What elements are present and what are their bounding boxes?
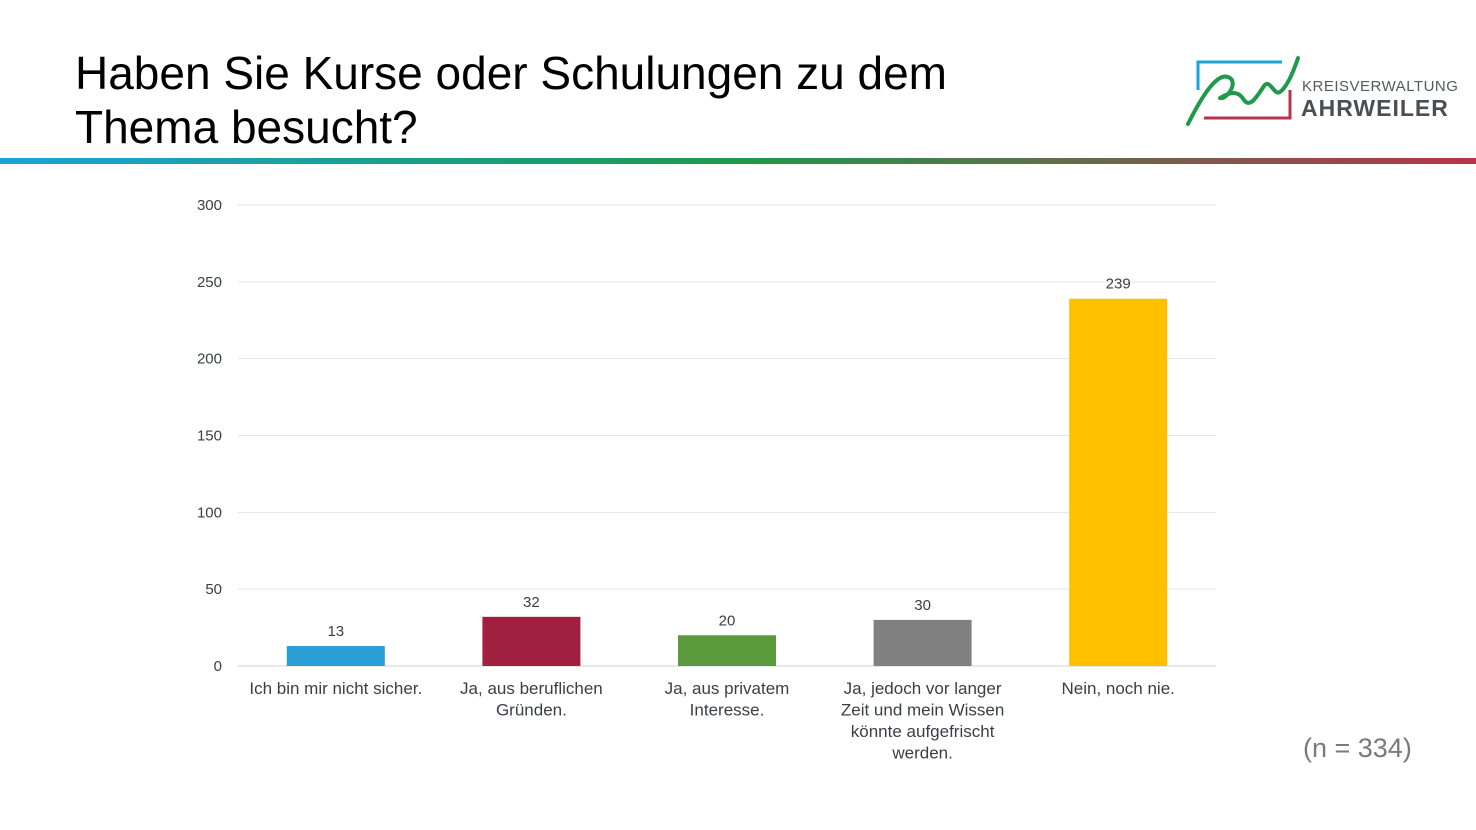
logo-line2: AHRWEILER — [1301, 95, 1449, 121]
bar — [678, 635, 776, 666]
data-label: 20 — [719, 612, 736, 629]
category-label: könnte aufgefrischt — [851, 722, 995, 741]
category-label: Ich bin mir nicht sicher. — [249, 679, 422, 698]
category-label: Ja, jedoch vor langer — [844, 679, 1002, 698]
y-tick-label: 0 — [214, 658, 222, 675]
bar — [482, 616, 581, 666]
category-label: Zeit und mein Wissen — [841, 701, 1004, 720]
bar — [1069, 298, 1168, 666]
category-label: Ja, aus privatem — [665, 679, 790, 698]
category-label: Nein, noch nie. — [1061, 679, 1174, 698]
logo-mark-icon — [1186, 56, 1300, 126]
y-tick-label: 250 — [197, 274, 222, 291]
y-tick-label: 50 — [205, 581, 222, 598]
y-tick-label: 100 — [197, 504, 222, 521]
logo: KREISVERWALTUNG AHRWEILER — [1184, 52, 1458, 132]
category-label: Interesse. — [690, 701, 765, 720]
category-label: werden. — [891, 744, 952, 763]
data-label: 32 — [523, 594, 540, 611]
slide-title: Haben Sie Kurse oder Schulungen zu dem T… — [75, 47, 948, 153]
header-divider — [0, 158, 1476, 164]
category-label: Ja, aus beruflichen — [460, 679, 603, 698]
y-tick-label: 150 — [197, 428, 222, 445]
data-label: 239 — [1106, 276, 1131, 293]
y-tick-label: 300 — [197, 197, 222, 214]
logo-line1: KREISVERWALTUNG — [1302, 78, 1459, 95]
bar — [873, 619, 972, 666]
bar — [286, 646, 385, 666]
category-label: Gründen. — [496, 701, 567, 720]
data-label: 30 — [914, 597, 931, 614]
data-label: 13 — [327, 623, 344, 640]
y-tick-label: 200 — [197, 351, 222, 368]
sample-size-note: (n = 334) — [1303, 733, 1412, 763]
